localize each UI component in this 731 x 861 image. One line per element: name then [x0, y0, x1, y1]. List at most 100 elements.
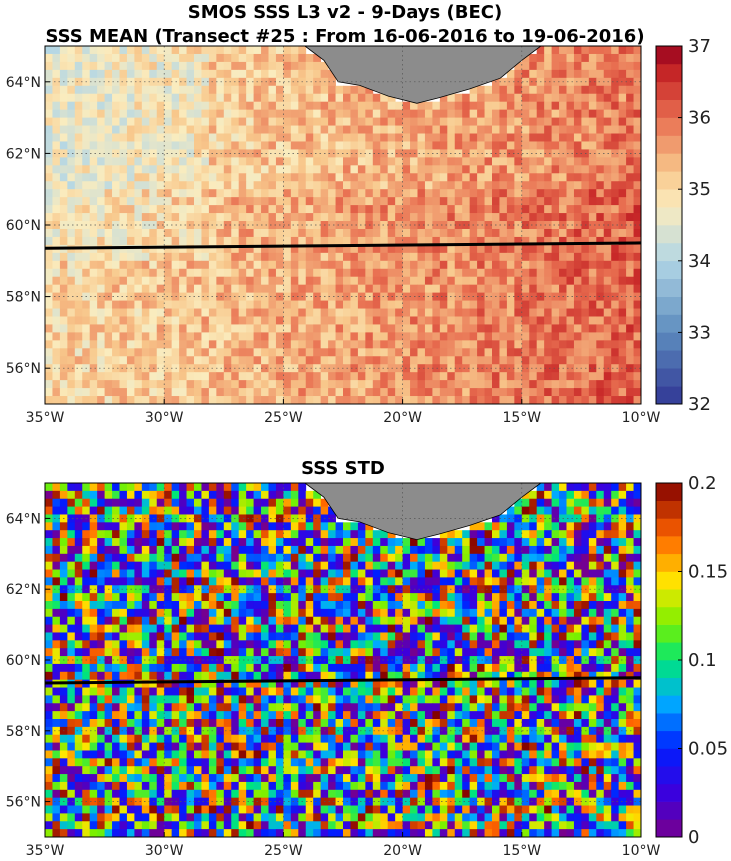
heatmap-cell [633, 133, 642, 142]
heatmap-cell [45, 284, 53, 294]
heatmap-cell [410, 109, 418, 118]
heatmap-cell [372, 577, 381, 586]
heatmap-cell [492, 616, 500, 625]
heatmap-cell [521, 553, 530, 563]
heatmap-cell [536, 85, 545, 95]
heatmap-cell [573, 244, 582, 254]
heatmap-cell [290, 252, 299, 262]
heatmap-cell [261, 228, 269, 238]
heatmap-cell [633, 284, 642, 294]
heatmap-cell [67, 372, 76, 381]
heatmap-cell [350, 228, 359, 238]
heatmap-cell [268, 316, 277, 325]
heatmap-cell [149, 125, 158, 134]
heatmap-cell [261, 632, 269, 641]
heatmap-cell [283, 268, 292, 278]
heatmap-cell [521, 569, 530, 578]
heatmap-cell [469, 101, 478, 111]
heatmap-cell [45, 236, 53, 246]
heatmap-cell [320, 157, 329, 166]
heatmap-cell [45, 61, 53, 71]
heatmap-cell [246, 632, 254, 641]
heatmap-cell [596, 316, 605, 325]
heatmap-cell [357, 522, 366, 531]
heatmap-cell [514, 197, 523, 206]
heatmap-cell [484, 284, 493, 294]
heatmap-cell [268, 577, 277, 586]
heatmap-cell [365, 569, 374, 578]
heatmap-cell [618, 85, 627, 95]
heatmap-cell [335, 236, 344, 246]
colorbar-swatch [656, 117, 682, 136]
heatmap-cell [141, 632, 150, 641]
heatmap-cell [320, 213, 329, 222]
heatmap-cell [104, 205, 113, 214]
heatmap-cell [298, 61, 307, 71]
heatmap-cell [275, 324, 284, 333]
heatmap-cell [402, 141, 411, 150]
heatmap-cell [335, 93, 344, 103]
heatmap-cell [74, 514, 83, 523]
heatmap-cell [581, 252, 590, 262]
heatmap-cell [112, 165, 120, 174]
heatmap-cell [290, 364, 299, 373]
heatmap-cell [402, 205, 411, 214]
heatmap-cell [119, 173, 128, 182]
heatmap-cell [551, 316, 560, 325]
heatmap-cell [164, 228, 173, 238]
heatmap-cell [350, 173, 359, 182]
heatmap-cell [313, 276, 322, 286]
heatmap-cell [432, 538, 441, 547]
heatmap-cell [462, 205, 471, 214]
heatmap-cell [410, 601, 418, 610]
heatmap-cell [141, 173, 150, 182]
heatmap-cell [238, 388, 247, 397]
heatmap-cell [216, 585, 225, 594]
heatmap-cell [126, 252, 135, 262]
heatmap-cell [201, 181, 210, 190]
heatmap-cell [462, 93, 471, 103]
heatmap-cell [588, 133, 597, 142]
heatmap-cell [469, 205, 478, 214]
heatmap-cell [74, 316, 83, 325]
heatmap-cell [372, 125, 381, 134]
heatmap-cell [618, 483, 627, 492]
heatmap-cell [283, 197, 292, 206]
heatmap-cell [506, 608, 515, 618]
heatmap-cell [633, 93, 642, 103]
heatmap-cell [238, 260, 247, 270]
heatmap-cell [104, 553, 113, 563]
heatmap-cell [208, 53, 217, 63]
heatmap-cell [290, 538, 299, 547]
heatmap-cell [104, 624, 113, 633]
heatmap-cell [477, 530, 485, 539]
heatmap-cell [447, 561, 456, 570]
heatmap-cell [454, 316, 463, 325]
heatmap-cell [484, 173, 493, 182]
heatmap-cell [357, 276, 366, 286]
heatmap-cell [119, 228, 128, 238]
heatmap-cell [596, 197, 605, 206]
heatmap-cell [201, 608, 210, 618]
heatmap-cell [208, 157, 217, 166]
heatmap-cell [529, 197, 538, 206]
heatmap-cell [328, 85, 336, 95]
heatmap-cell [492, 601, 500, 610]
heatmap-cell [454, 324, 463, 333]
heatmap-cell [253, 608, 262, 618]
heatmap-cell [89, 640, 98, 649]
colorbar-swatch [656, 81, 682, 100]
heatmap-cell [201, 157, 210, 166]
heatmap-cell [134, 396, 143, 405]
heatmap-cell [596, 490, 605, 500]
heatmap-cell [432, 292, 441, 301]
heatmap-cell [380, 284, 389, 294]
heatmap-cell [633, 236, 642, 246]
heatmap-cell [492, 372, 500, 381]
heatmap-cell [268, 69, 277, 79]
heatmap-cell [194, 483, 202, 492]
heatmap-cell [126, 396, 135, 405]
heatmap-cell [618, 553, 627, 563]
heatmap-cell [626, 300, 634, 309]
heatmap-cell [179, 632, 187, 641]
